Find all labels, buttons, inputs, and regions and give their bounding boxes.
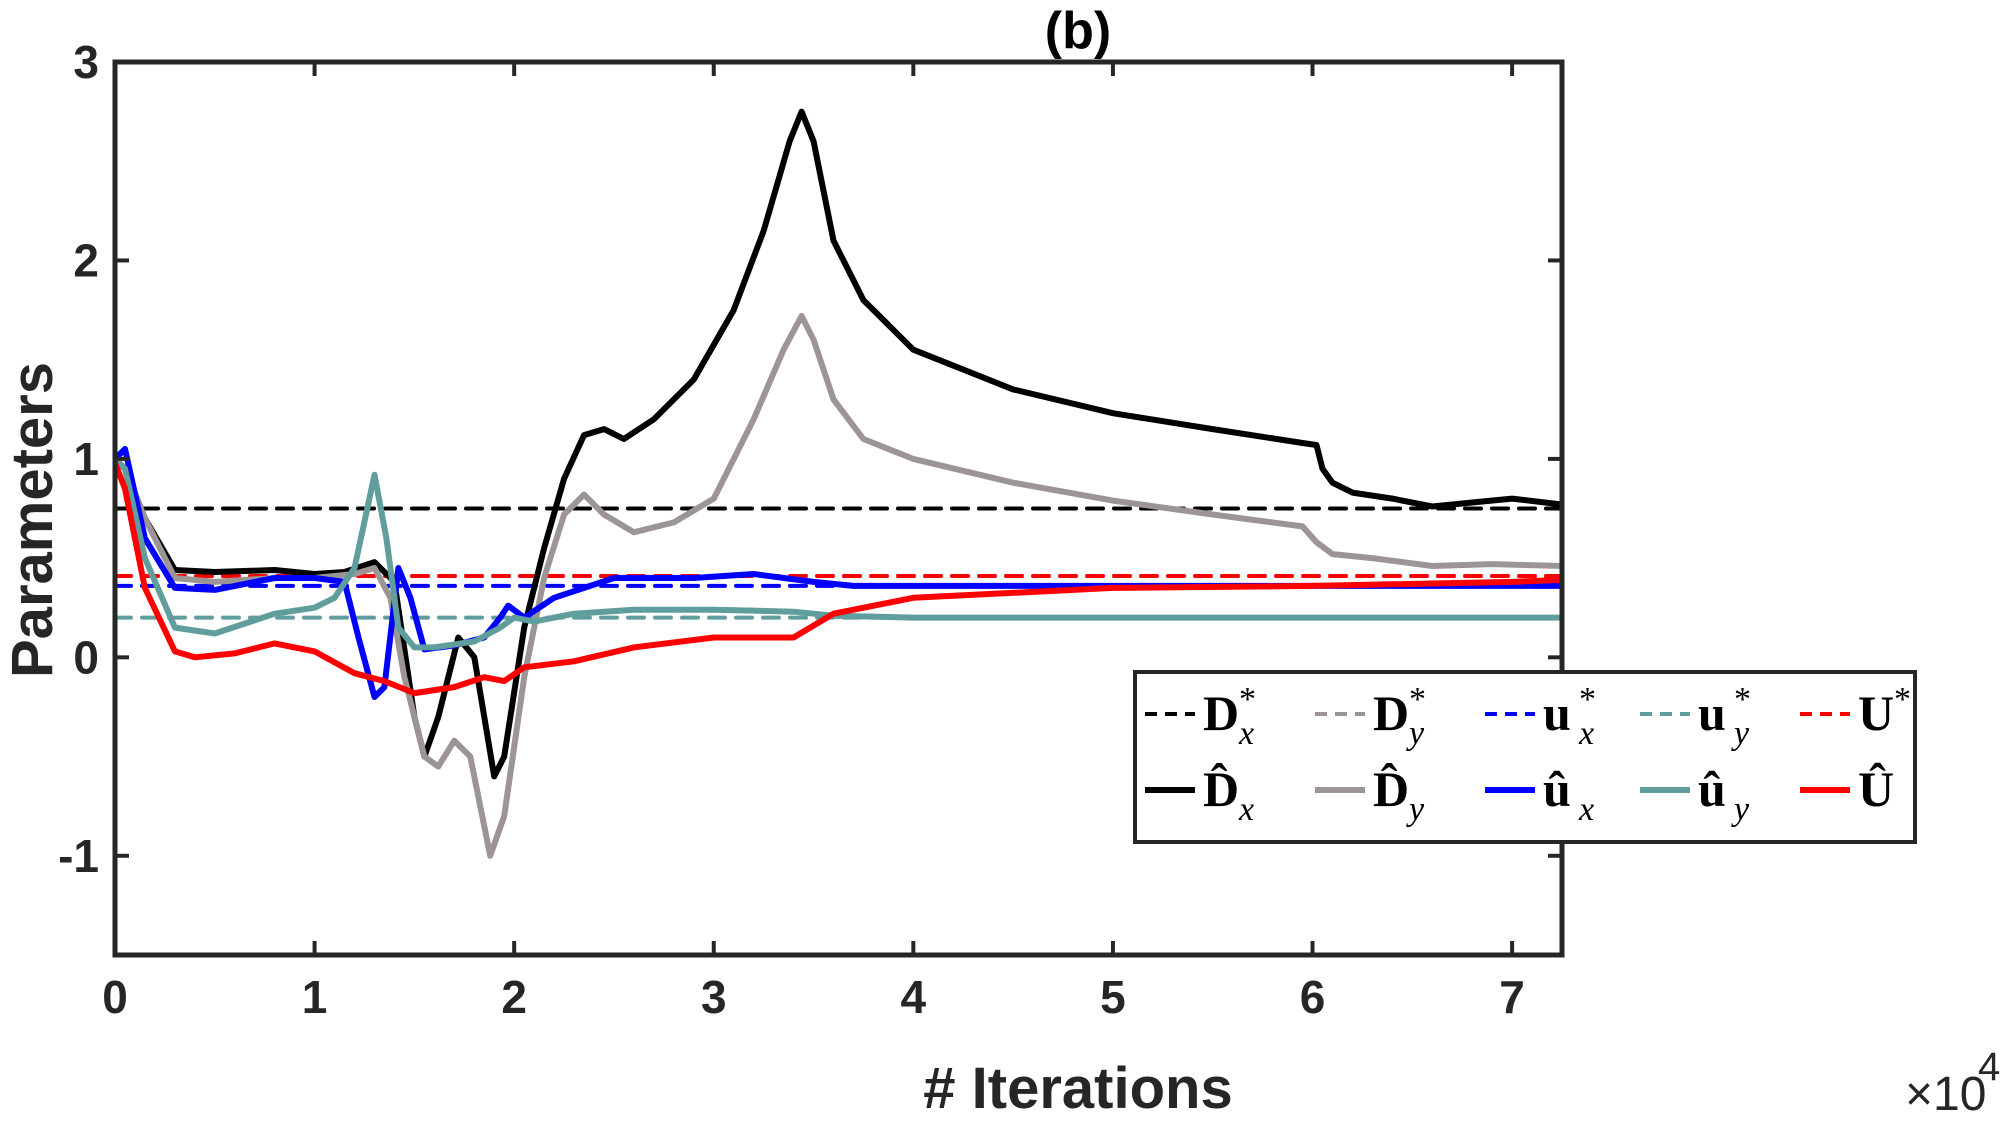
x-tick-label: 2 [501,971,527,1023]
legend-item-2: u *x [1485,681,1596,752]
legend: D *x D *y u *x u *y U *D̂ x D̂ y û x û y Û [1133,670,1917,844]
y-tick-label: 3 [73,36,99,88]
legend-label-sub: x [1238,715,1254,752]
legend-item-5: D̂ x [1145,761,1254,828]
legend-label-sub: y [1731,715,1750,752]
legend-item-3: u *y [1640,681,1751,752]
legend-item-0: D *x [1145,681,1256,752]
legend-label: D̂ [1203,761,1239,817]
legend-label-sup: * [1409,681,1426,718]
legend-label-sup: * [1579,681,1596,718]
legend-label: D [1373,685,1409,741]
legend-item-4: U * [1800,681,1911,741]
y-tick-label: 1 [73,433,99,485]
legend-label-sup: * [1734,681,1751,718]
series-lines [115,108,1562,859]
legend-label-sub: y [1731,791,1750,828]
legend-label-sup: * [1239,681,1256,718]
x-axis-label: # Iterations [923,1056,1232,1121]
axes-box [112,59,1565,958]
legend-label: u [1698,685,1726,741]
x-multiplier: ×10 4 [1905,1045,2000,1121]
x-tick-label: 3 [701,971,727,1023]
x-tick-label: 6 [1300,971,1326,1023]
x-tick-label: 5 [1100,971,1126,1023]
chart-title: (b) [1045,2,1111,60]
legend-label-sub: x [1578,791,1594,828]
legend-label: D̂ [1373,761,1409,817]
legend-label: Û [1858,761,1894,817]
legend-label: û [1698,761,1726,817]
y-axis-label: Parameters [0,362,65,678]
plot-area [115,108,1562,859]
x-multiplier-exponent: 4 [1978,1045,2000,1089]
legend-label-sub: x [1238,791,1254,828]
x-tick-label: 7 [1499,971,1525,1023]
y-tick-label: -1 [58,830,99,882]
series-line-5 [115,108,1562,780]
y-tick-label: 0 [73,631,99,683]
x-tick-label: 4 [901,971,927,1023]
legend-item-6: D̂ y [1315,761,1425,828]
x-tick-label: 0 [102,971,128,1023]
x-multiplier-base: ×10 [1905,1068,1986,1121]
legend-label-sub: x [1578,715,1594,752]
legend-item-9: Û [1800,761,1894,817]
series-line-8 [115,455,1562,651]
legend-label-sub: y [1406,791,1425,828]
legend-label-sub: y [1406,715,1425,752]
y-tick-label: 2 [73,234,99,286]
legend-label-sup: * [1894,681,1911,718]
x-tick-label: 1 [302,971,328,1023]
series-line-9 [115,459,1562,697]
legend-label: û [1543,761,1571,817]
axis-ticks: 0 1 2 3 4 5 6 7 -1 0 1 2 3 [58,36,1565,1023]
legend-box [1133,670,1917,844]
legend-item-1: D *y [1315,681,1426,752]
legend-label: D [1203,685,1239,741]
legend-label: U [1858,685,1894,741]
legend-label: u [1543,685,1571,741]
